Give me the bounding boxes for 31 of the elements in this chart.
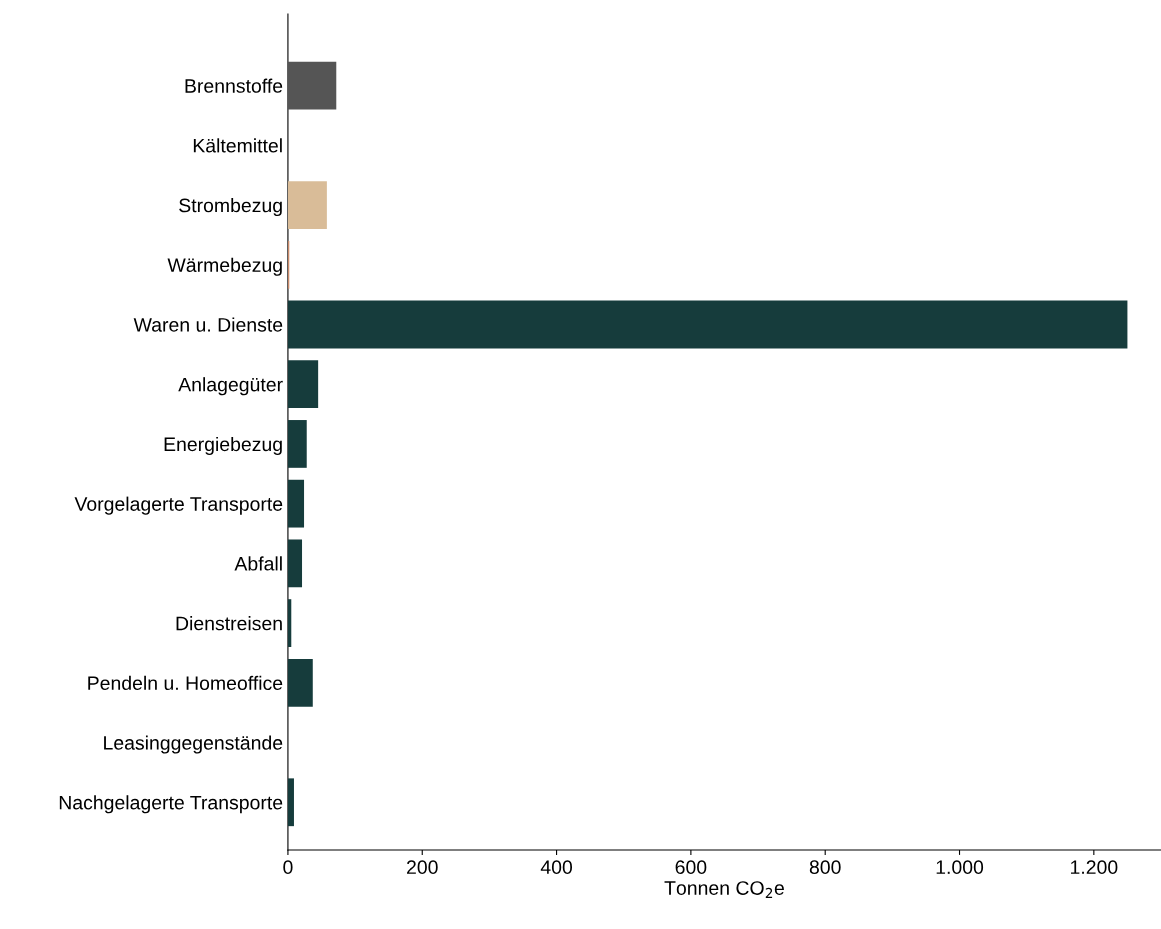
y-tick-label: Wärmebezug (167, 257, 282, 276)
bar (287, 778, 294, 827)
y-tick-label: Dienstreisen (176, 616, 282, 631)
x-tick-label: 0 (283, 860, 293, 875)
x-tick-label: 600 (675, 860, 707, 875)
bar (287, 360, 319, 409)
bar (287, 420, 307, 468)
y-tick-label: Nachgelagerte Transporte (59, 795, 283, 814)
y-tick-label: Brennstoffe (185, 78, 283, 93)
bar (287, 181, 327, 229)
x-tick-label: 200 (407, 860, 438, 875)
y-tick-label: Strombezug (179, 198, 282, 217)
x-axis-title: Tonnen CO$_{2}$e (664, 881, 784, 898)
bar (287, 599, 292, 647)
bar (287, 658, 313, 707)
y-tick-label: Vorgelagerte Transporte (74, 496, 283, 515)
y-tick-label: Kältemittel (193, 138, 282, 153)
y-tick-label: Waren u. Dienste (133, 317, 283, 332)
x-tick-label: 800 (809, 860, 841, 875)
x-tick-label: 400 (540, 860, 573, 875)
bar (287, 61, 337, 110)
bar (287, 300, 1128, 349)
y-tick-label: Abfall (234, 556, 282, 571)
x-tick-label: 1.200 (1071, 860, 1118, 875)
bar (287, 539, 303, 588)
y-tick-label: Leasinggegenstände (104, 735, 283, 754)
y-tick-label: Anlagegüter (178, 377, 283, 396)
x-tick-label: 1.000 (936, 860, 984, 875)
y-tick-label: Energiebezug (164, 436, 282, 456)
y-tick-label: Pendeln u. Homeoffice (88, 675, 283, 691)
bar (287, 479, 305, 528)
